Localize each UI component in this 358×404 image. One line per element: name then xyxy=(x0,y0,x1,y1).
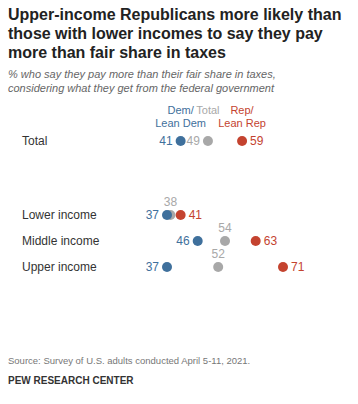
dot xyxy=(176,136,186,146)
data-label: 63 xyxy=(264,234,278,248)
dot xyxy=(162,210,172,220)
data-label: 38 xyxy=(164,195,178,209)
dots xyxy=(162,136,288,272)
text-line: Lean Rep xyxy=(218,117,266,129)
text-line: Rep/ xyxy=(230,104,254,116)
legend: Dem/Lean DemTotalRep/Lean Rep xyxy=(155,104,266,129)
text-line: % who say they pay more than their fair … xyxy=(8,68,276,80)
category-label: Lower income xyxy=(22,208,97,222)
text-line: those with lower incomes to say they pay xyxy=(8,25,323,42)
data-label: 52 xyxy=(211,247,225,261)
data-label: 54 xyxy=(218,221,232,235)
data-label: 71 xyxy=(291,260,305,274)
category-label: Middle income xyxy=(22,234,100,248)
data-label: 46 xyxy=(176,234,190,248)
text-line: Total xyxy=(196,104,219,116)
subtitle: % who say they pay more than their fair … xyxy=(8,68,276,94)
text-line: more than fair share in taxes xyxy=(8,44,226,61)
data-label: 59 xyxy=(250,134,264,148)
category-label: Total xyxy=(22,134,47,148)
data-label: 49 xyxy=(187,134,201,148)
chart: Upper-income Republicans more likely tha… xyxy=(0,0,358,404)
text-line: Dem/ xyxy=(168,104,195,116)
dot xyxy=(220,236,230,246)
legend-entry: Rep/Lean Rep xyxy=(218,104,266,129)
dot xyxy=(251,236,261,246)
text-line: Upper-income Republicans more likely tha… xyxy=(8,6,341,23)
title: Upper-income Republicans more likely tha… xyxy=(8,6,341,61)
category-labels: Total Lower income Middle income Upper inco… xyxy=(22,134,100,274)
dot xyxy=(203,136,213,146)
text-line: Lean Dem xyxy=(155,117,206,129)
text-line: considering what they get from the feder… xyxy=(8,82,275,94)
dot xyxy=(237,136,247,146)
category-label: Upper income xyxy=(22,260,97,274)
data-label: 41 xyxy=(189,208,203,222)
legend-entry: Total xyxy=(196,104,219,116)
data-label: 41 xyxy=(159,134,173,148)
data-label: 37 xyxy=(146,260,160,274)
dot xyxy=(278,262,288,272)
dot xyxy=(176,210,186,220)
dot xyxy=(213,262,223,272)
source: Source: Survey of U.S. adults conducted … xyxy=(8,355,250,366)
credit: PEW RESEARCH CENTER xyxy=(8,375,134,386)
dot xyxy=(193,236,203,246)
data-labels: 49 38 54 52 41 37 46 37 59 41 63 71 xyxy=(146,134,305,274)
data-label: 37 xyxy=(146,208,160,222)
dot xyxy=(162,262,172,272)
